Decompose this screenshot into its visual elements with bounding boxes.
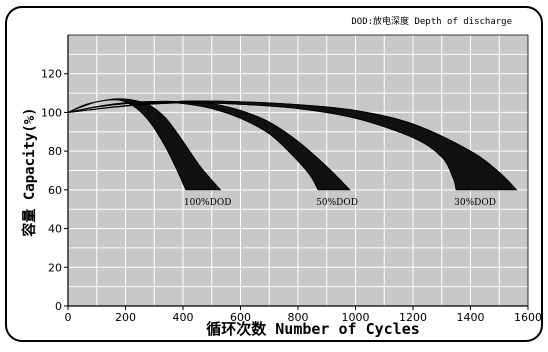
dod-legend-note: DOD:放电深度 Depth of discharge: [351, 15, 512, 27]
y-tick-label: 60: [48, 184, 62, 197]
y-tick-label: 40: [48, 223, 62, 236]
band-label-50pctdod: 50%DOD: [316, 198, 358, 208]
x-axis-title: 循环次数 Number of Cycles: [206, 320, 420, 338]
series-bands: [67, 98, 518, 191]
y-tick-label: 20: [48, 261, 62, 274]
x-tick-label: 1600: [514, 311, 542, 324]
y-axis-title: 容量 Capacity(%): [21, 107, 38, 237]
y-tick-label: 100: [41, 106, 62, 119]
x-tick-label: 200: [115, 311, 136, 324]
y-tick-label: 0: [55, 300, 62, 313]
x-tick-label: 400: [173, 311, 194, 324]
x-tick-label: 600: [230, 311, 251, 324]
series-upper-line: [67, 100, 351, 191]
series-lower-line: [67, 101, 319, 191]
series-lower-line: [67, 102, 457, 190]
tick-labels: 0 200 400 600 800 1000 1200 1400 1600 0 20 40 60 80 10…: [41, 68, 542, 324]
x-tick-label: 1000: [342, 311, 370, 324]
band-labels: 100%DOD 50%DOD 30%DOD: [184, 198, 496, 208]
x-tick-label: 1200: [399, 311, 427, 324]
y-tick-label: 120: [41, 68, 62, 81]
x-tick-label: 0: [65, 311, 72, 324]
band-label-100pctdod: 100%DOD: [184, 198, 232, 208]
x-tick-label: 1400: [457, 311, 485, 324]
band-label-30pctdod: 30%DOD: [454, 198, 496, 208]
y-tick-label: 80: [48, 145, 62, 158]
series-upper-line: [67, 100, 517, 191]
x-tick-label: 800: [288, 311, 309, 324]
